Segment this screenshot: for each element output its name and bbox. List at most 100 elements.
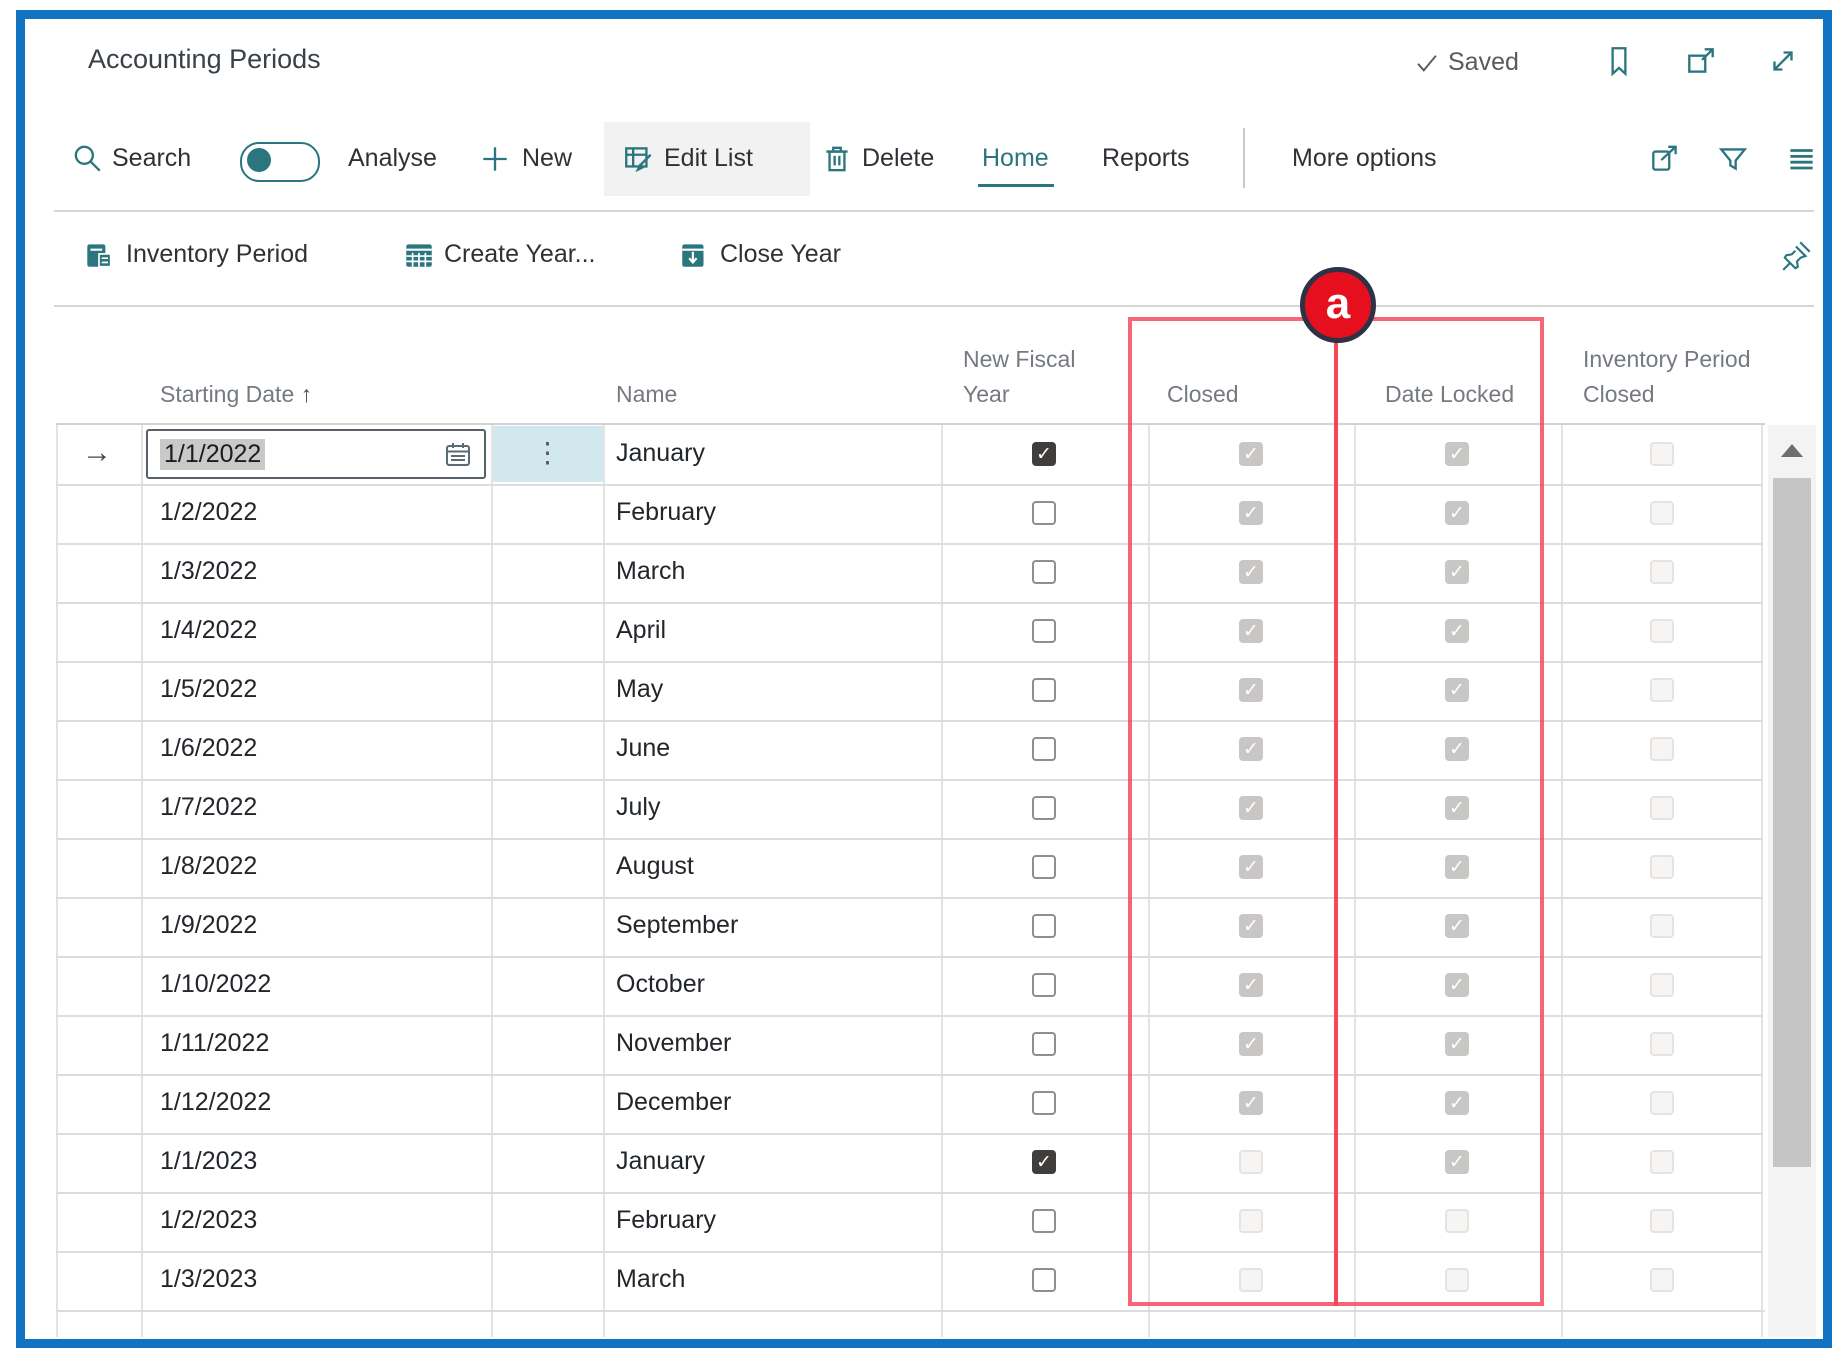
table-row[interactable]: 1/2/2023 1/2/2023 ⋮ February bbox=[56, 1192, 1763, 1253]
delete-icon[interactable] bbox=[820, 142, 854, 176]
name-cell[interactable]: June bbox=[616, 734, 671, 762]
column-header-starting-date[interactable]: Starting Date ↑ bbox=[160, 381, 313, 407]
new-button[interactable]: New bbox=[522, 144, 573, 172]
share-icon[interactable] bbox=[1648, 142, 1682, 176]
plus-icon[interactable] bbox=[478, 142, 512, 176]
new-fiscal-year-checkbox[interactable] bbox=[1032, 1268, 1056, 1292]
sort-ascending-icon: ↑ bbox=[300, 381, 313, 407]
starting-date-cell[interactable]: 1/1/2023 bbox=[160, 1147, 258, 1175]
starting-date-cell[interactable]: 1/3/2022 bbox=[160, 557, 258, 585]
search-icon[interactable] bbox=[70, 142, 104, 176]
table-row[interactable]: → 1/1/2022 1/1/2022 ⋮ January bbox=[56, 425, 1763, 486]
column-header-name[interactable]: Name bbox=[616, 381, 678, 407]
new-fiscal-year-checkbox[interactable] bbox=[1032, 442, 1056, 466]
closed-checkbox bbox=[1239, 1091, 1263, 1115]
name-cell[interactable]: January bbox=[616, 1147, 705, 1175]
table-row[interactable]: 1/1/2023 1/1/2023 ⋮ January bbox=[56, 1133, 1763, 1194]
name-cell[interactable]: August bbox=[616, 852, 694, 880]
starting-date-cell[interactable]: 1/7/2022 bbox=[160, 793, 258, 821]
new-fiscal-year-checkbox[interactable] bbox=[1032, 914, 1056, 938]
starting-date-cell[interactable]: 1/11/2022 bbox=[160, 1029, 270, 1057]
starting-date-cell[interactable]: 1/10/2022 bbox=[160, 970, 272, 998]
close-year-button[interactable]: Close Year bbox=[720, 240, 841, 268]
column-header-date-locked[interactable]: Date Locked bbox=[1385, 381, 1515, 407]
new-fiscal-year-checkbox[interactable] bbox=[1032, 619, 1056, 643]
name-cell[interactable]: March bbox=[616, 557, 686, 585]
table-row[interactable]: 1/6/2022 1/6/2022 ⋮ June bbox=[56, 720, 1763, 781]
table-row[interactable]: 1/8/2022 1/8/2022 ⋮ August bbox=[56, 838, 1763, 899]
starting-date-cell[interactable]: 1/3/2023 bbox=[160, 1265, 258, 1293]
new-fiscal-year-checkbox[interactable] bbox=[1032, 855, 1056, 879]
table-row[interactable]: 1/3/2022 1/3/2022 ⋮ March bbox=[56, 543, 1763, 604]
name-cell[interactable]: May bbox=[616, 675, 664, 703]
table-row[interactable]: 1/2/2022 1/2/2022 ⋮ February bbox=[56, 484, 1763, 545]
name-cell[interactable]: January bbox=[616, 439, 705, 467]
row-options-cell[interactable]: ⋮ bbox=[493, 426, 603, 482]
name-cell[interactable]: September bbox=[616, 911, 739, 939]
name-cell[interactable]: April bbox=[616, 616, 667, 644]
new-fiscal-year-checkbox[interactable] bbox=[1032, 678, 1056, 702]
edit-list-button[interactable] bbox=[604, 122, 810, 196]
column-header-closed[interactable]: Closed bbox=[1167, 381, 1239, 407]
new-fiscal-year-checkbox[interactable] bbox=[1032, 1150, 1056, 1174]
scroll-up-arrow[interactable] bbox=[1781, 444, 1803, 457]
date-locked-checkbox bbox=[1445, 1032, 1469, 1056]
tab-reports[interactable]: Reports bbox=[1102, 144, 1190, 172]
filter-icon[interactable] bbox=[1716, 142, 1750, 176]
name-cell[interactable]: December bbox=[616, 1088, 732, 1116]
new-fiscal-year-checkbox[interactable] bbox=[1032, 1032, 1056, 1056]
name-cell[interactable]: October bbox=[616, 970, 705, 998]
inventory-period-button[interactable]: Inventory Period bbox=[126, 240, 309, 268]
table-row[interactable]: 1/5/2022 1/5/2022 ⋮ May bbox=[56, 661, 1763, 722]
table-row[interactable]: 1/3/2023 1/3/2023 ⋮ March bbox=[56, 1251, 1763, 1312]
table-row[interactable]: 1/9/2022 1/9/2022 ⋮ September bbox=[56, 897, 1763, 958]
pin-icon[interactable] bbox=[1780, 238, 1814, 272]
open-in-window-icon[interactable] bbox=[1684, 44, 1718, 78]
starting-date-cell[interactable]: 1/6/2022 bbox=[160, 734, 258, 762]
analyse-toggle[interactable] bbox=[240, 142, 320, 182]
bookmark-icon[interactable] bbox=[1602, 44, 1636, 78]
new-fiscal-year-checkbox[interactable] bbox=[1032, 501, 1056, 525]
list-view-icon[interactable] bbox=[1784, 142, 1818, 176]
tab-home[interactable]: Home bbox=[982, 144, 1049, 172]
expand-icon[interactable] bbox=[1766, 44, 1800, 78]
new-fiscal-year-checkbox[interactable] bbox=[1032, 737, 1056, 761]
new-fiscal-year-checkbox[interactable] bbox=[1032, 973, 1056, 997]
starting-date-cell[interactable]: 1/12/2022 bbox=[160, 1088, 272, 1116]
name-cell[interactable]: November bbox=[616, 1029, 732, 1057]
column-header-new-fiscal-year[interactable]: New Fiscal Year bbox=[963, 346, 1076, 407]
starting-date-cell[interactable]: 1/4/2022 bbox=[160, 616, 258, 644]
closed-checkbox bbox=[1239, 1150, 1263, 1174]
inventory-period-closed-checkbox bbox=[1650, 1032, 1674, 1056]
table-row[interactable]: 1/7/2022 1/7/2022 ⋮ July bbox=[56, 779, 1763, 840]
delete-button[interactable]: Delete bbox=[862, 144, 935, 172]
starting-date-cell[interactable]: 1/5/2022 bbox=[160, 675, 258, 703]
name-cell[interactable]: February bbox=[616, 498, 717, 526]
create-year-icon bbox=[402, 238, 436, 272]
calendar-icon[interactable] bbox=[442, 438, 474, 470]
new-fiscal-year-checkbox[interactable] bbox=[1032, 560, 1056, 584]
starting-date-cell[interactable]: 1/2/2023 bbox=[160, 1206, 258, 1234]
starting-date-input[interactable]: 1/1/2022 bbox=[146, 429, 486, 479]
create-year-button[interactable]: Create Year... bbox=[444, 240, 596, 268]
date-locked-checkbox bbox=[1445, 855, 1469, 879]
toolbar-bottom-divider bbox=[54, 210, 1814, 212]
more-options-button[interactable]: More options bbox=[1292, 144, 1437, 172]
page-title: Accounting Periods bbox=[88, 44, 321, 74]
starting-date-cell[interactable]: 1/9/2022 bbox=[160, 911, 258, 939]
table-row[interactable]: 1/11/2022 1/11/2022 ⋮ November bbox=[56, 1015, 1763, 1076]
starting-date-cell[interactable]: 1/8/2022 bbox=[160, 852, 258, 880]
scrollbar-thumb[interactable] bbox=[1773, 478, 1811, 1167]
column-header-inventory-period-closed[interactable]: Inventory Period Closed bbox=[1583, 346, 1751, 407]
table-row[interactable]: 1/12/2022 1/12/2022 ⋮ December bbox=[56, 1074, 1763, 1135]
table-row[interactable]: 1/4/2022 1/4/2022 ⋮ April bbox=[56, 602, 1763, 663]
new-fiscal-year-checkbox[interactable] bbox=[1032, 1091, 1056, 1115]
search-button[interactable]: Search bbox=[112, 144, 192, 172]
name-cell[interactable]: July bbox=[616, 793, 661, 821]
starting-date-cell[interactable]: 1/2/2022 bbox=[160, 498, 258, 526]
new-fiscal-year-checkbox[interactable] bbox=[1032, 1209, 1056, 1233]
new-fiscal-year-checkbox[interactable] bbox=[1032, 796, 1056, 820]
table-row[interactable]: 1/10/2022 1/10/2022 ⋮ October bbox=[56, 956, 1763, 1017]
name-cell[interactable]: March bbox=[616, 1265, 686, 1293]
name-cell[interactable]: February bbox=[616, 1206, 717, 1234]
